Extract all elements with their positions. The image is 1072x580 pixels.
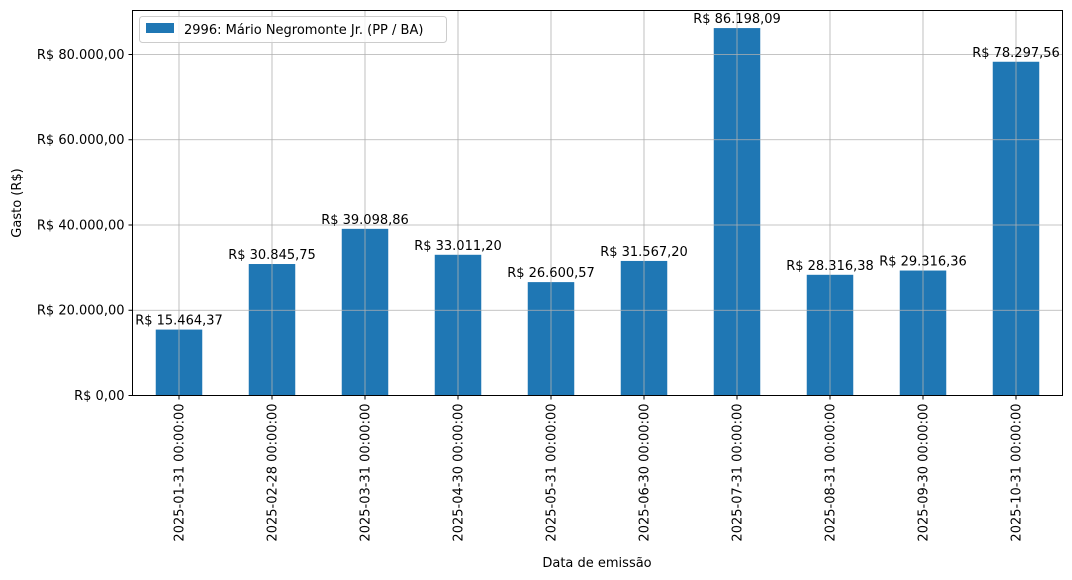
bars xyxy=(155,28,1040,396)
legend: 2996: Mário Negromonte Jr. (PP / BA) xyxy=(139,16,447,43)
x-tick-label: 2025-07-31 00:00:00 xyxy=(731,404,746,542)
bar-value-label: R$ 28.316,38 xyxy=(786,259,874,274)
y-tick-label: R$ 20.000,00 xyxy=(37,304,125,319)
x-tick-label: 2025-06-30 00:00:00 xyxy=(638,404,653,542)
grid-lines xyxy=(132,10,1063,396)
bar-value-label: R$ 39.098,86 xyxy=(321,213,409,228)
bar-value-labels: R$ 15.464,37 R$ 30.845,75 R$ 39.098,86 R$ 3… xyxy=(135,12,1060,329)
y-tick-label: R$ 60.000,00 xyxy=(37,133,125,148)
x-axis-label: Data de emissão xyxy=(542,556,651,571)
x-tick-label: 2025-09-30 00:00:00 xyxy=(917,404,932,542)
x-axis: 2025-01-31 00:00:00 2025-02-28 00:00:00 20… xyxy=(173,395,1025,542)
legend-box xyxy=(139,16,447,43)
x-tick-label: 2025-05-31 00:00:00 xyxy=(545,404,560,542)
y-tick-label: R$ 80.000,00 xyxy=(37,48,125,63)
x-tick-label: 2025-03-31 00:00:00 xyxy=(359,404,374,542)
legend-swatch xyxy=(146,23,174,33)
legend-label: 2996: Mário Negromonte Jr. (PP / BA) xyxy=(184,23,423,38)
x-tick-label: 2025-10-31 00:00:00 xyxy=(1010,404,1025,542)
x-tick-label: 2025-04-30 00:00:00 xyxy=(452,404,467,542)
bar-value-label: R$ 15.464,37 xyxy=(135,314,223,329)
bar-value-label: R$ 78.297,56 xyxy=(972,46,1060,61)
x-tick-label: 2025-08-31 00:00:00 xyxy=(824,404,839,542)
bar-value-label: R$ 29.316,36 xyxy=(879,255,967,270)
y-tick-label: R$ 40.000,00 xyxy=(37,218,125,233)
bar-value-label: R$ 30.845,75 xyxy=(228,248,316,263)
y-tick-label: R$ 0,00 xyxy=(74,389,124,404)
bar-value-label: R$ 33.011,20 xyxy=(414,239,502,254)
bar-value-label: R$ 86.198,09 xyxy=(693,12,781,27)
x-tick-label: 2025-02-28 00:00:00 xyxy=(266,404,281,542)
bar-value-label: R$ 31.567,20 xyxy=(600,245,688,260)
y-axis-label: Gasto (R$) xyxy=(10,168,25,237)
bar-value-label: R$ 26.600,57 xyxy=(507,266,595,281)
x-tick-label: 2025-01-31 00:00:00 xyxy=(173,404,188,542)
plot-frame xyxy=(132,10,1063,396)
y-axis: R$ 0,00 R$ 20.000,00 R$ 40.000,00 R$ 60.000… xyxy=(37,48,133,404)
